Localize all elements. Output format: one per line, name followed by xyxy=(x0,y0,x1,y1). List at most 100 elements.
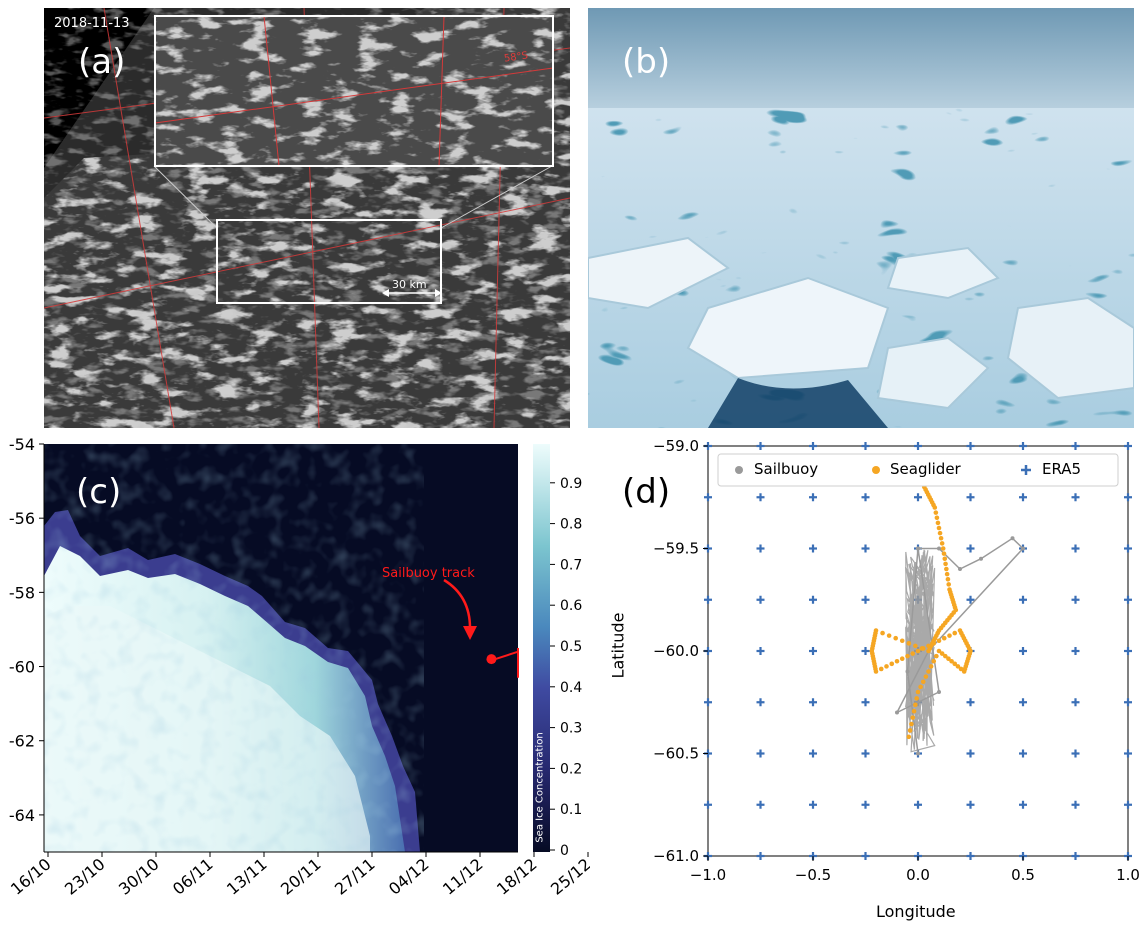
era5-point xyxy=(1019,493,1027,502)
seaglider-point xyxy=(936,648,942,654)
seaglider-point xyxy=(941,635,947,641)
era5-point xyxy=(809,442,817,450)
x-tick-label: 25/12 xyxy=(547,855,590,899)
sailbuoy-point xyxy=(905,669,910,674)
seaglider-point xyxy=(938,535,944,541)
era5-point xyxy=(704,698,712,707)
era5-point xyxy=(756,749,765,758)
colorbar-tick-label: 0.7 xyxy=(560,557,582,573)
era5-point xyxy=(966,800,975,809)
era5-point xyxy=(861,442,870,450)
seaglider-point xyxy=(940,546,946,551)
seaglider-point xyxy=(920,646,926,651)
x-tick-label: 27/11 xyxy=(331,855,379,899)
x-tick-label: 18/12 xyxy=(493,855,541,899)
era5-point xyxy=(1019,595,1027,604)
era5-point xyxy=(1019,800,1027,809)
era5-point xyxy=(809,595,817,604)
seaglider-point xyxy=(909,721,914,727)
era5-point xyxy=(1071,647,1080,655)
sea-ice-photo xyxy=(588,8,1134,428)
seaglider-point xyxy=(923,674,929,679)
era5-point xyxy=(704,493,712,502)
era5-point xyxy=(1019,647,1027,655)
x-tick-label: 16/10 xyxy=(7,855,55,899)
seaglider-point xyxy=(926,669,931,674)
era5-point xyxy=(861,852,870,860)
sailbuoy-point xyxy=(916,751,920,756)
colorbar-tick-label: 0.4 xyxy=(560,680,582,696)
seaglider-point xyxy=(913,643,918,649)
sailbuoy-point xyxy=(1021,546,1025,551)
era5-point xyxy=(966,852,975,860)
era5-point xyxy=(861,749,870,758)
seaglider-point xyxy=(889,661,895,667)
era5-point xyxy=(1019,698,1027,707)
y-tick-label: −59.0 xyxy=(653,437,699,455)
seaglider-point xyxy=(873,669,879,674)
seaglider-point xyxy=(878,666,884,672)
era5-point xyxy=(756,852,765,860)
colorbar-tick-label: 0.5 xyxy=(560,639,582,655)
seaglider-point xyxy=(905,653,910,659)
x-axis-label: Longitude xyxy=(876,902,956,921)
era5-point xyxy=(809,544,817,553)
y-tick-label: -60 xyxy=(9,658,35,677)
seaglider-point xyxy=(899,638,905,644)
era5-point xyxy=(966,544,975,553)
date-label: 2018-11-13 xyxy=(54,16,130,31)
era5-point xyxy=(1019,749,1027,758)
seaglider-point xyxy=(939,541,945,546)
era5-point xyxy=(1019,442,1027,450)
seaglider-point xyxy=(944,571,950,577)
satellite-image xyxy=(44,8,570,428)
seaglider-point xyxy=(915,648,921,654)
x-tick-label: 0.0 xyxy=(906,866,930,884)
era5-point xyxy=(1071,493,1080,502)
seaglider-point xyxy=(915,689,921,695)
sea-ice-field xyxy=(44,444,424,852)
sailbuoy-track-start xyxy=(486,654,497,665)
era5-point xyxy=(809,647,817,655)
colorbar-tick-label: 0.6 xyxy=(560,598,582,614)
era5-point xyxy=(861,647,870,655)
seaglider-point xyxy=(934,653,939,659)
era5-point xyxy=(861,544,870,553)
seaglider-point xyxy=(961,669,967,674)
era5-point xyxy=(1071,852,1080,860)
seaglider-point xyxy=(932,505,938,510)
colorbar-tick-label: 0.1 xyxy=(560,802,582,818)
seaglider-point xyxy=(884,664,889,669)
era5-point xyxy=(756,800,765,809)
seaglider-point xyxy=(907,728,913,733)
zoom-region-box xyxy=(216,219,442,304)
sailbuoy-point xyxy=(937,690,941,694)
seaglider-point xyxy=(886,633,892,638)
colorbar-tick-label: 0.9 xyxy=(560,476,582,492)
x-tick-label: 30/10 xyxy=(115,855,163,899)
era5-point xyxy=(809,698,817,707)
era5-point xyxy=(861,698,870,707)
sailbuoy-track-annotation: Sailbuoy track xyxy=(382,566,475,581)
seaglider-point xyxy=(906,641,912,646)
scale-bar xyxy=(382,289,442,297)
panel-d-letter: (d) xyxy=(622,472,671,512)
era5-point xyxy=(966,442,975,450)
sailbuoy-point xyxy=(1010,536,1015,541)
era5-point xyxy=(1124,544,1132,553)
seaglider-point xyxy=(955,664,961,669)
era5-point xyxy=(1124,647,1132,655)
era5-point xyxy=(756,647,765,655)
seaglider-point xyxy=(946,656,951,661)
legend-era5-label: ERA5 xyxy=(1042,460,1082,478)
x-tick-label: 11/12 xyxy=(439,855,487,899)
colorbar-tick-label: 0 xyxy=(560,843,569,859)
era5-point xyxy=(756,595,765,604)
colorbar-tick-label: 0.3 xyxy=(560,721,582,737)
seaglider-point xyxy=(934,515,940,521)
era5-point xyxy=(704,595,712,604)
seaglider-point xyxy=(910,651,916,656)
era5-point xyxy=(1124,442,1132,450)
seaglider-point xyxy=(911,708,917,714)
track-annotation-arrow xyxy=(443,578,472,629)
